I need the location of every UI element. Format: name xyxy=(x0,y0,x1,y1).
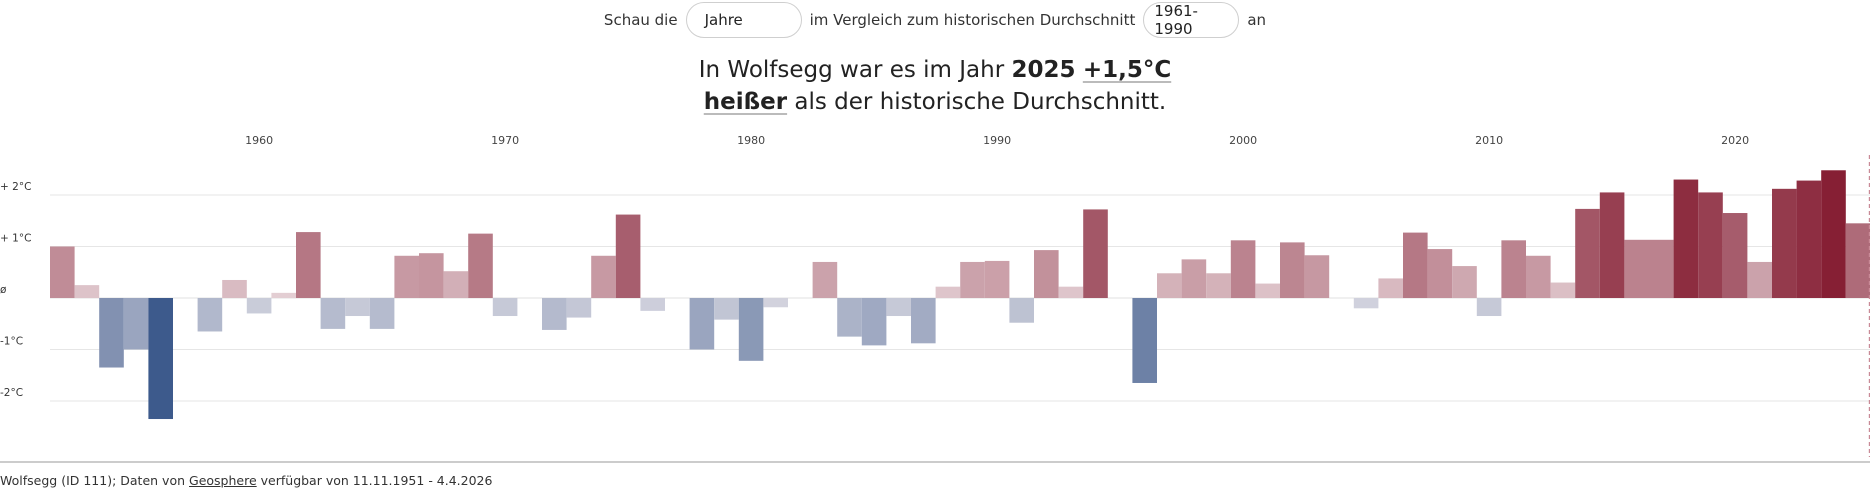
x-tick-label: 2000 xyxy=(1229,134,1257,147)
y-tick-label: -2°C xyxy=(0,387,23,399)
bar-2021 xyxy=(1747,261,1772,298)
bar-2000 xyxy=(1230,240,1256,298)
bar-1974 xyxy=(591,255,616,298)
bar-2010 xyxy=(1476,298,1502,317)
y-tick-label: ø xyxy=(0,284,7,296)
bar-2022 xyxy=(1772,188,1797,298)
bar-1970 xyxy=(492,298,518,317)
bar-1985 xyxy=(861,298,887,346)
bar-2024 xyxy=(1821,170,1846,298)
footer-prefix: Wolfsegg (ID 111); Daten von xyxy=(0,473,186,488)
x-tick-label: 2010 xyxy=(1475,134,1503,147)
x-tick-label: 1980 xyxy=(737,134,765,147)
headline-part1: In Wolfsegg war es im Jahr xyxy=(698,57,1005,83)
mode-select[interactable]: Jahre xyxy=(685,2,802,38)
reference-period-select[interactable]: 1961-1990 xyxy=(1143,2,1240,38)
bar-2008 xyxy=(1427,249,1453,298)
x-tick-label: 2020 xyxy=(1721,134,1749,147)
bar-1955 xyxy=(123,298,149,350)
bar-2016 xyxy=(1624,239,1649,298)
bar-1992 xyxy=(1034,250,1059,298)
bar-1973 xyxy=(566,298,592,318)
bar-1994 xyxy=(1083,209,1108,298)
y-tick-label: + 2°C xyxy=(0,181,31,193)
bar-1978 xyxy=(689,298,715,350)
bar-2025 xyxy=(1845,223,1870,298)
bar-1993 xyxy=(1058,286,1084,298)
bar-1952 xyxy=(50,246,75,298)
bar-1975 xyxy=(615,214,641,298)
footer-suffix: verfügbar von 11.11.1951 - 4.4.2026 xyxy=(260,473,493,488)
bar-2005 xyxy=(1353,298,1379,309)
bar-2019 xyxy=(1698,192,1723,298)
headline-delta: +1,5°C xyxy=(1082,57,1172,83)
bar-2012 xyxy=(1526,255,1551,298)
bar-1954 xyxy=(99,298,124,368)
bar-2007 xyxy=(1403,232,1428,298)
x-tick-label: 1970 xyxy=(491,134,519,147)
bar-2009 xyxy=(1452,266,1477,298)
bar-1986 xyxy=(886,298,911,317)
bar-1984 xyxy=(837,298,862,337)
bar-2018 xyxy=(1673,179,1699,298)
bar-2002 xyxy=(1280,242,1305,298)
bar-1959 xyxy=(222,279,247,298)
bar-2001 xyxy=(1255,283,1280,298)
controls-suffix: an xyxy=(1247,11,1267,29)
controls-prefix: Schau die xyxy=(603,11,678,29)
bar-1997 xyxy=(1157,273,1182,298)
bar-1968 xyxy=(443,271,469,298)
bar-1960 xyxy=(246,298,272,314)
x-tick-label: 1990 xyxy=(983,134,1011,147)
bar-1979 xyxy=(714,298,739,320)
bar-1953 xyxy=(74,285,100,298)
bar-2013 xyxy=(1550,282,1576,298)
bar-1958 xyxy=(197,298,223,332)
bar-1963 xyxy=(320,298,346,329)
anomaly-bar-chart: + 2°C + 1°C ø -1°C -2°C 1960 1970 1980 1990 2000 2… xyxy=(0,134,1870,463)
bar-1991 xyxy=(1009,298,1034,323)
bar-1972 xyxy=(542,298,567,330)
bar-1961 xyxy=(271,292,296,298)
headline-part2: als der historische Durchschnitt. xyxy=(794,89,1167,115)
controls-middle: im Vergleich zum historischen Durchschni… xyxy=(809,11,1136,29)
y-tick-label: + 1°C xyxy=(0,233,31,245)
bar-1966 xyxy=(394,255,419,298)
bar-1981 xyxy=(763,298,788,308)
headline-word: heißer xyxy=(703,89,788,115)
headline-year: 2025 xyxy=(1011,57,1076,83)
bar-2015 xyxy=(1599,192,1625,298)
bar-2017 xyxy=(1649,239,1674,298)
headline: In Wolfsegg war es im Jahr 2025 +1,5°C h… xyxy=(0,54,1870,118)
bar-1999 xyxy=(1206,273,1231,298)
bar-2011 xyxy=(1501,240,1526,298)
bar-2020 xyxy=(1722,213,1748,298)
bar-1990 xyxy=(984,260,1010,298)
bar-1965 xyxy=(369,298,395,329)
x-tick-label: 1960 xyxy=(245,134,273,147)
bar-1980 xyxy=(738,298,764,361)
bar-1967 xyxy=(419,253,444,298)
bar-2014 xyxy=(1575,208,1600,298)
bar-1964 xyxy=(345,298,370,317)
bar-1962 xyxy=(296,232,321,298)
bar-2003 xyxy=(1304,255,1330,298)
bar-1988 xyxy=(935,286,961,298)
bar-1996 xyxy=(1132,298,1157,383)
bar-2023 xyxy=(1796,180,1822,298)
bar-1969 xyxy=(468,233,493,298)
source-link[interactable]: Geosphere xyxy=(189,473,257,488)
source-footer: Wolfsegg (ID 111); Daten von Geosphere v… xyxy=(0,473,492,488)
bar-2006 xyxy=(1378,278,1403,298)
y-tick-label: -1°C xyxy=(0,336,23,348)
bar-1976 xyxy=(640,298,665,311)
bar-1983 xyxy=(812,261,838,298)
bar-1987 xyxy=(911,298,936,344)
bar-1956 xyxy=(148,298,173,420)
comparison-controls: Schau die Jahre im Vergleich zum histori… xyxy=(0,0,1870,40)
bar-1998 xyxy=(1181,259,1207,298)
bar-1989 xyxy=(960,261,985,298)
